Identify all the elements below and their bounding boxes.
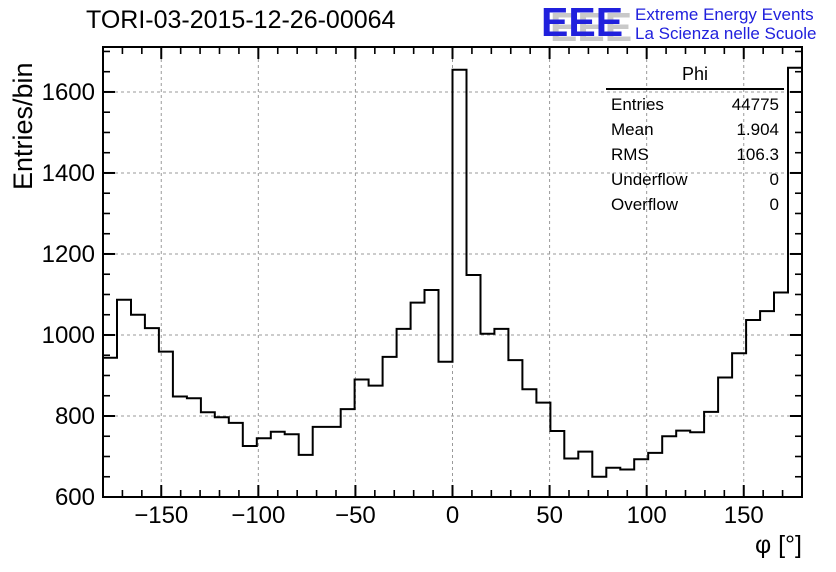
stats-label: Underflow bbox=[611, 170, 688, 189]
stats-row-overflow: Overflow 0 bbox=[611, 192, 779, 217]
stats-label: Mean bbox=[611, 120, 654, 139]
x-tick-label: −150 bbox=[134, 502, 188, 529]
x-tick-label: −100 bbox=[231, 502, 285, 529]
stats-value: 0 bbox=[769, 195, 779, 214]
stats-row-entries: Entries 44775 bbox=[611, 92, 779, 117]
stats-label: RMS bbox=[611, 145, 649, 164]
x-tick-label: 100 bbox=[627, 502, 667, 529]
x-tick-label: 50 bbox=[536, 502, 563, 529]
x-tick-label: −50 bbox=[335, 502, 376, 529]
stats-label: Overflow bbox=[611, 195, 679, 214]
histogram-step-line bbox=[103, 66, 802, 478]
stats-row-rms: RMS 106.3 bbox=[611, 142, 779, 167]
stats-box-title: Phi bbox=[606, 64, 784, 90]
plot-title: TORI-03-2015-12-26-00064 bbox=[86, 6, 396, 34]
stats-value: 1.904 bbox=[736, 120, 779, 139]
y-tick-label: 1200 bbox=[42, 241, 95, 268]
eee-logo-line1: Extreme Energy Events bbox=[635, 5, 814, 24]
stats-value: 0 bbox=[769, 170, 779, 189]
x-tick-label: 0 bbox=[446, 502, 459, 529]
eee-logo: EEE Extreme Energy Events La Scienza nel… bbox=[541, 0, 817, 45]
x-axis-title: φ [°] bbox=[754, 531, 802, 559]
stats-label: Entries bbox=[611, 95, 664, 114]
eee-logo-acronym: EEE bbox=[541, 0, 624, 45]
y-tick-label: 600 bbox=[55, 484, 95, 511]
stats-value: 44775 bbox=[731, 95, 779, 114]
y-axis-title: Entries/bin bbox=[8, 62, 38, 190]
axis-tick-labels: −150 −100 −50 0 50 100 150 600 800 1000 1200 1400 16… bbox=[42, 79, 764, 529]
plot-frame bbox=[102, 46, 803, 498]
y-tick-label: 1400 bbox=[42, 160, 95, 187]
y-tick-label: 1000 bbox=[42, 322, 95, 349]
stats-box: Phi Entries 44775 Mean 1.904 RMS 106.3 U… bbox=[606, 64, 784, 217]
stats-box-rows: Entries 44775 Mean 1.904 RMS 106.3 Under… bbox=[606, 90, 784, 217]
y-tick-label: 800 bbox=[55, 403, 95, 430]
stats-row-underflow: Underflow 0 bbox=[611, 167, 779, 192]
stats-value: 106.3 bbox=[736, 145, 779, 164]
x-tick-label: 150 bbox=[724, 502, 764, 529]
eee-logo-line2: La Scienza nelle Scuole bbox=[635, 24, 817, 43]
stats-row-mean: Mean 1.904 bbox=[611, 117, 779, 142]
y-tick-label: 1600 bbox=[42, 79, 95, 106]
eee-logo-text: Extreme Energy Events La Scienza nelle S… bbox=[635, 2, 816, 43]
